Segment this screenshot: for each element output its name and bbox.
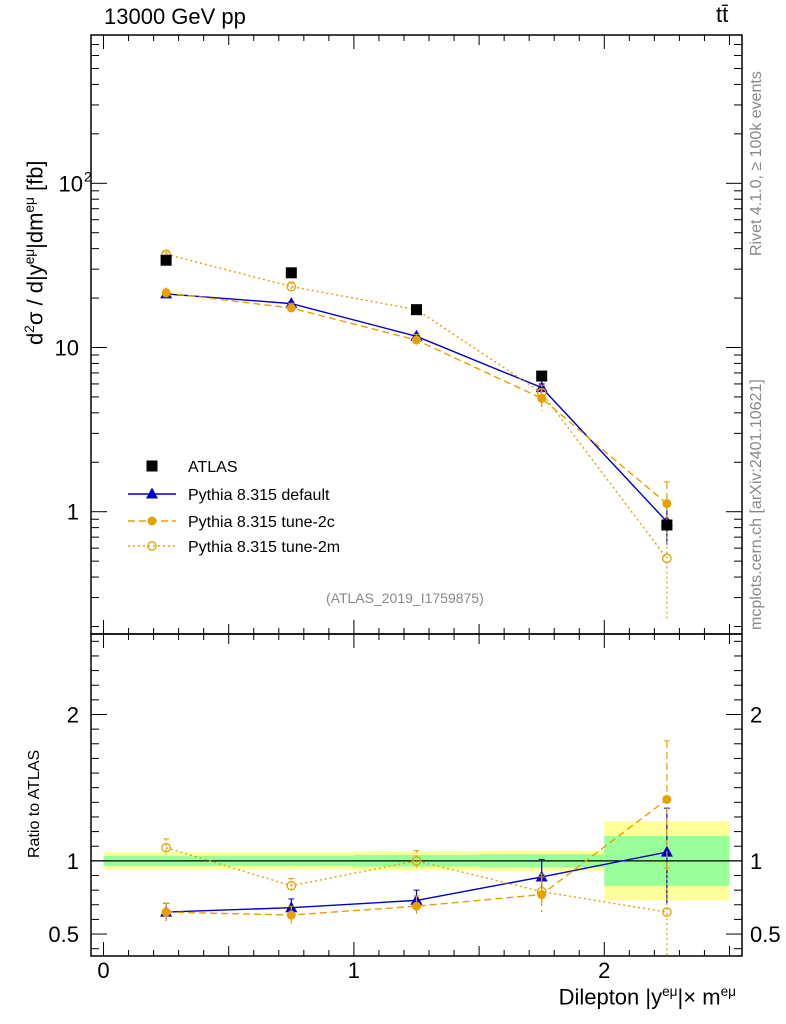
ratio-tune-2c-line: [166, 798, 668, 916]
main-atlas-point: [536, 370, 548, 382]
main-y-axis-label: d2σ / d|yeμ|dmeμ [fb]: [22, 160, 48, 345]
x-tick-label: 2: [598, 958, 610, 983]
process-label: tt̄: [716, 2, 729, 27]
x-tick-label: 1: [348, 958, 360, 983]
ratio-tune-2c-point: [286, 910, 296, 920]
ratio-frame: [90, 633, 743, 957]
main-tune-2c-point: [161, 288, 171, 298]
ratio-tune-2m-point: [662, 907, 672, 917]
x-axis-label: Dilepton |yeμ|× meμ: [558, 984, 736, 1010]
y-tick-label: 10: [55, 336, 79, 361]
energy-label: 13000 GeV pp: [104, 4, 246, 29]
y-tick-label: 1: [67, 500, 79, 525]
main-tune-2m-point: [536, 387, 547, 398]
main-tune-2m-point: [286, 281, 297, 292]
main-atlas-point: [411, 304, 422, 316]
legend-tune-2c-label: Pythia 8.315 tune-2c: [188, 514, 335, 531]
mcplots-label: mcplots.cern.ch [arXiv:2401.10621]: [748, 379, 765, 630]
main-tune-2m-point: [662, 553, 672, 564]
legend-default-marker: [146, 487, 158, 499]
ratio-tune-2m-point: [536, 886, 547, 897]
ratio-tune-2m-point: [161, 842, 171, 853]
main-tune-2c-line: [166, 292, 668, 505]
ratio-tune-2c-point: [662, 794, 672, 804]
y-tick-label: 10: [59, 171, 83, 196]
legend-atlas-label: ATLAS: [188, 459, 238, 476]
x-tick-label: 0: [97, 958, 109, 983]
main-tune-2c-point: [286, 303, 296, 313]
legend-tune-2m-marker: [147, 541, 157, 551]
analysis-tag: (ATLAS_2019_I1759875): [326, 590, 484, 606]
legend-tune-2c-marker: [147, 516, 157, 526]
ratio-tune-2c-point: [161, 907, 171, 917]
legend-tune-2m-label: Pythia 8.315 tune-2m: [188, 539, 340, 556]
legend-default-label: Pythia 8.315 default: [188, 487, 330, 504]
ratio-y-tick-label-right: 0.5: [750, 922, 781, 947]
main-atlas-point: [285, 267, 297, 279]
main-tune-2c-point: [412, 335, 421, 345]
main-atlas-point: [160, 254, 172, 266]
y-tick-label: 2: [84, 168, 92, 184]
ratio-y-tick-label: 1: [67, 849, 79, 874]
ratio-tune-2m-point: [286, 880, 297, 891]
ratio-y-tick-label-right: 1: [750, 849, 762, 874]
ratio-y-tick-label-right: 2: [750, 703, 762, 728]
ratio-y-tick-label: 2: [67, 703, 79, 728]
ratio-y-tick-label: 0.5: [48, 922, 79, 947]
main-atlas-point: [661, 519, 673, 531]
legend-atlas-marker: [146, 460, 158, 472]
ratio-y-axis-label: Ratio to ATLAS: [26, 749, 43, 858]
ratio-tune-2m-point: [411, 856, 422, 866]
main-tune-2c-point: [662, 499, 672, 509]
rivet-version-label: Rivet 4.1.0, ≥ 100k events: [748, 71, 765, 256]
ratio-tune-2c-point: [412, 901, 421, 911]
